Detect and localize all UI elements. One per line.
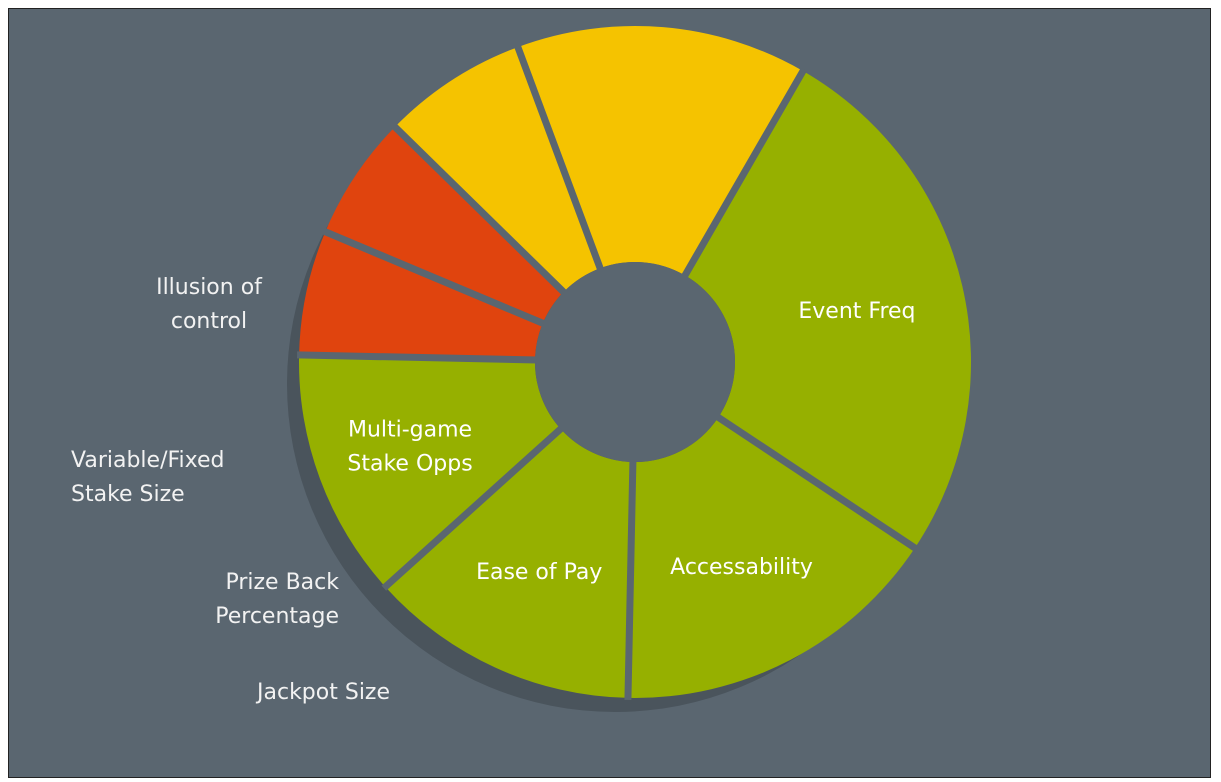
slice-divider	[714, 413, 919, 552]
slice-jackpot-size	[299, 231, 543, 360]
slice-divider	[680, 67, 808, 279]
slice-ease-of-pay	[385, 428, 633, 698]
slice-divider	[322, 227, 547, 328]
slice-label-accessability: Accessability	[670, 555, 813, 580]
slice-illusion-of-control	[517, 26, 803, 276]
slice-divider	[513, 43, 605, 272]
slice-divider	[381, 424, 565, 591]
slice-label-event-freq: Event Freq	[798, 299, 915, 324]
slice-prize-back-percentage	[325, 126, 564, 324]
slice-multi-game-stake-opps	[299, 354, 561, 587]
donut-hole	[535, 262, 735, 462]
slice-label-variable-fixed-stake-size: Variable/Fixed Stake Size	[71, 448, 225, 507]
slice-label-illusion-of-control: Illusion of control	[156, 275, 263, 334]
slice-label-multi-game-stake-opps: Multi-game Stake Opps	[347, 418, 472, 477]
slice-divider	[391, 123, 568, 296]
slice-label-prize-back-percentage: Prize Back Percentage	[215, 570, 339, 629]
slice-divider	[624, 459, 637, 700]
slice-label-jackpot-size: Jackpot Size	[255, 680, 390, 705]
chart-frame: Event Freq Accessability Ease of Pay Multi-…	[8, 8, 1211, 778]
slice-label-ease-of-pay: Ease of Pay	[476, 560, 602, 585]
slice-variable-fixed-stake-size	[394, 47, 601, 293]
donut-chart: Event Freq Accessability Ease of Pay Multi-…	[9, 9, 1210, 777]
slice-accessability	[627, 417, 915, 698]
slice-event-freq	[685, 71, 971, 548]
slice-divider	[297, 351, 538, 364]
